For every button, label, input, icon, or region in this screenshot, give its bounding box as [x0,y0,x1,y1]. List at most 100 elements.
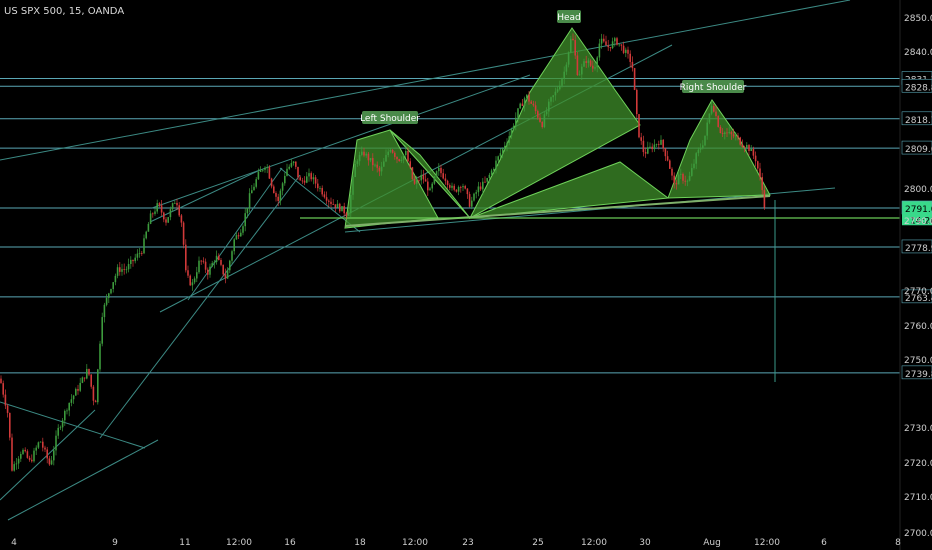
candle [105,294,108,307]
candle [717,115,719,128]
candle [460,185,462,193]
current-price-tag: 14:20 [902,213,932,226]
time-axis[interactable]: 4 9 11 12:00 16 18 12:00 23 25 12:00 30 Aug 12:00 6 8 [11,538,901,548]
candle [79,377,81,393]
candle [163,211,165,223]
candle [17,456,20,470]
candle [297,166,299,180]
pattern-label-text: Right Shoulder [680,83,747,93]
candle [398,158,400,162]
candle [262,169,264,173]
candle [631,56,634,72]
price-tick-label: 2700.0 [904,529,932,539]
candle [75,387,77,396]
pattern-label: Head [557,10,581,23]
candle [622,41,625,55]
candle [627,46,629,59]
time-tick-label: 12:00 [754,538,780,548]
candle [101,312,103,347]
candle [389,147,392,154]
candle [165,217,167,226]
candle [640,132,642,145]
candle [147,222,150,232]
candle [761,172,763,195]
level-price-text: 2763.4 [905,294,932,304]
candle [433,175,436,185]
candle [53,445,55,466]
candle [42,437,44,452]
candle [592,60,594,73]
candle [719,125,722,134]
candle [574,35,576,59]
trendline [0,0,851,161]
candle [130,256,132,269]
candle [88,368,90,377]
candle [339,202,341,213]
trendline [99,174,301,439]
pattern-label: Left Shoulder [360,111,420,124]
candle [721,128,724,138]
time-tick-label: 4 [11,538,17,548]
candle [114,273,117,286]
candle [224,268,227,284]
candle [473,192,475,202]
candle [673,172,675,189]
candle [416,175,418,189]
candle [594,62,596,71]
candle [688,171,691,182]
price-tick-label: 2750.0 [904,356,932,366]
candle [737,132,739,141]
candle [616,36,618,46]
candle [543,111,546,129]
candle [730,130,733,140]
candle [303,176,306,186]
candle [64,409,66,426]
price-tick-label: 2720.0 [904,459,932,469]
candle [763,185,766,210]
candle [332,199,334,205]
candle [567,51,570,68]
candle [642,135,645,157]
candle [455,189,458,193]
candle [44,445,46,453]
candle [475,189,477,199]
price-tick-label: 2840.0 [904,48,932,58]
candle [220,258,222,267]
candle [407,147,409,163]
price-tick-label: 2710.0 [904,493,932,503]
candle [226,267,229,279]
candle [427,177,429,196]
time-tick-label: 9 [112,538,118,548]
candle [204,258,207,273]
candle [334,204,337,212]
candle [482,178,484,196]
candle [383,158,385,167]
candle [387,149,389,158]
candle [209,263,211,278]
candle [380,161,383,176]
candle [666,150,669,162]
trendline [0,401,146,449]
candle [171,202,174,212]
candle [680,168,682,179]
candle [429,186,431,191]
candle [343,202,345,217]
candle [253,183,255,191]
candle [136,249,139,261]
level-price-text: 2739.8 [905,370,932,380]
candle [22,448,24,455]
candle [354,159,356,178]
candle [255,177,257,189]
candle [506,138,508,152]
level-price-text: 2778.9 [905,244,932,254]
price-axis[interactable]: 2831.22828.82818.72809.62791.02778.92763… [899,0,932,550]
candle [741,139,744,148]
candle [180,214,183,227]
candle [576,51,579,76]
candle [123,263,125,275]
candle [46,446,48,464]
candle [125,266,128,274]
trendline [149,169,261,223]
candle [671,167,673,181]
